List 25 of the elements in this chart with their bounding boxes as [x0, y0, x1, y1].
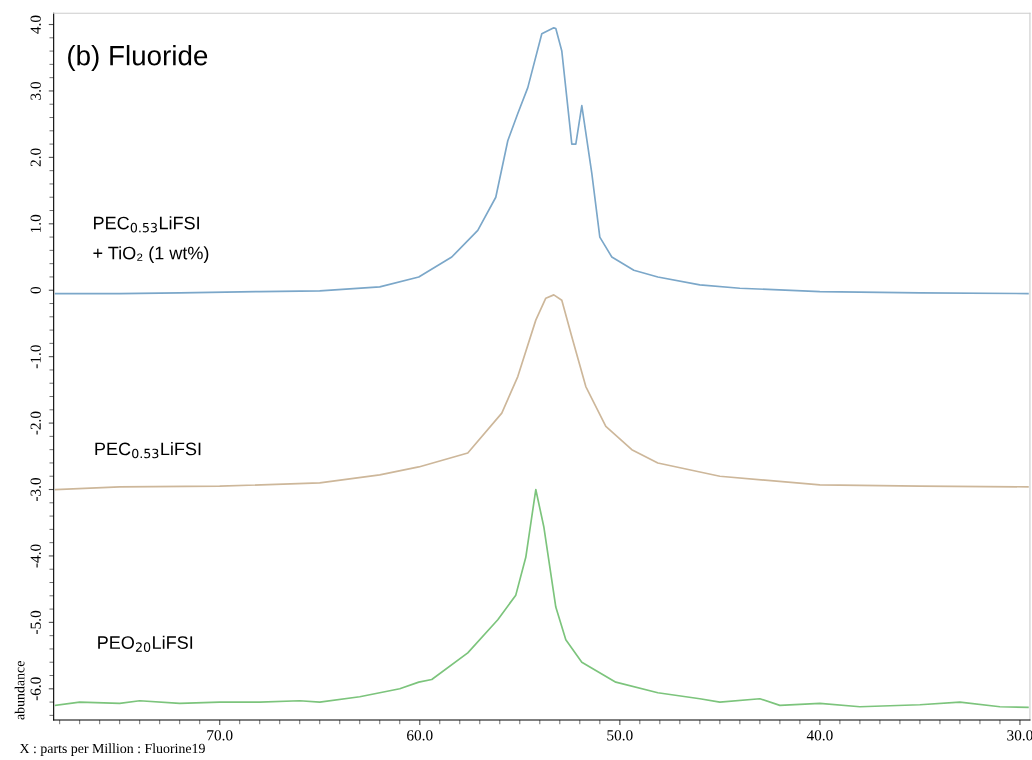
x-tick-label: 60.0 — [407, 730, 433, 741]
y-tick-label: 2.0 — [30, 148, 41, 167]
series-label: PEC$_{0.53}$LiFSI — [95, 442, 201, 459]
text: (b) Fluoride — [68, 45, 208, 71]
y-tick-label: 3.0 — [30, 81, 41, 100]
x-tick-label: 40.0 — [806, 730, 833, 741]
x-axis-title: X : parts per Million : Fluorine19 — [19, 743, 205, 756]
x-tick-label: 50.0 — [607, 730, 633, 741]
series-label: PEC$_{0.53}$LiFSI + TiO₂ (1 wt%) — [93, 216, 209, 263]
y-tick-label: -3.0 — [30, 478, 41, 502]
text: PEO$_{20}$LiFSI — [98, 635, 193, 652]
line-series — [54, 488, 1029, 709]
y-tick-label: -6.0 — [30, 677, 41, 701]
y-tick-label: 4.0 — [30, 15, 41, 34]
y-tick-label: -1.0 — [30, 345, 41, 369]
y-tick-label: 1.0 — [30, 214, 41, 233]
y-tick-label: -5.0 — [30, 610, 41, 634]
y-tick-label: -2.0 — [30, 411, 41, 435]
x-tick-label: 30.0 — [1007, 730, 1032, 741]
y-tick-label: -4.0 — [30, 544, 41, 568]
line-series — [54, 294, 1029, 491]
y-tick-label: 0 — [30, 286, 41, 294]
x-tick-label: 70.0 — [207, 730, 233, 741]
y-axis-title: abundance — [14, 661, 25, 720]
line-series — [54, 27, 1029, 295]
